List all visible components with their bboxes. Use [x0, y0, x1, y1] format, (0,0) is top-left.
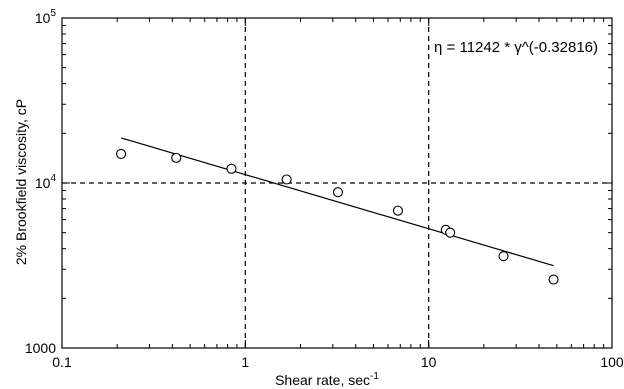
y-tick-label: 105	[35, 8, 57, 26]
y-axis-label: 2% Brookfield viscosity, cP	[13, 99, 29, 265]
data-point	[226, 163, 237, 174]
data-points	[116, 148, 559, 285]
data-point	[281, 174, 292, 185]
data-point	[332, 187, 343, 198]
data-point	[171, 152, 182, 163]
x-tick-label: 1	[241, 354, 249, 370]
data-point	[445, 227, 456, 238]
y-axis-ticks: 1000 104 105	[25, 8, 612, 356]
data-point	[116, 148, 127, 159]
data-point	[498, 251, 509, 262]
y-tick-label: 104	[35, 173, 57, 191]
x-tick-label: 10	[421, 354, 437, 370]
data-point	[392, 205, 404, 216]
data-point	[548, 274, 559, 285]
x-axis-label-superscript: -1	[370, 371, 379, 382]
fit-line-group	[120, 137, 554, 267]
fit-equation-annotation: η = 11242 * γ^(-0.32816)	[434, 39, 598, 56]
power-law-fit-line	[120, 137, 554, 267]
x-tick-label: 0.1	[52, 354, 72, 370]
x-axis-label-text: Shear rate, sec	[275, 372, 370, 388]
x-axis-label: Shear rate, sec-1	[275, 371, 379, 388]
grid-lines	[62, 18, 612, 348]
x-axis-ticks: 0.1 1 10 100	[52, 18, 624, 370]
y-tick-label: 1000	[25, 340, 56, 356]
x-tick-label: 100	[600, 354, 624, 370]
